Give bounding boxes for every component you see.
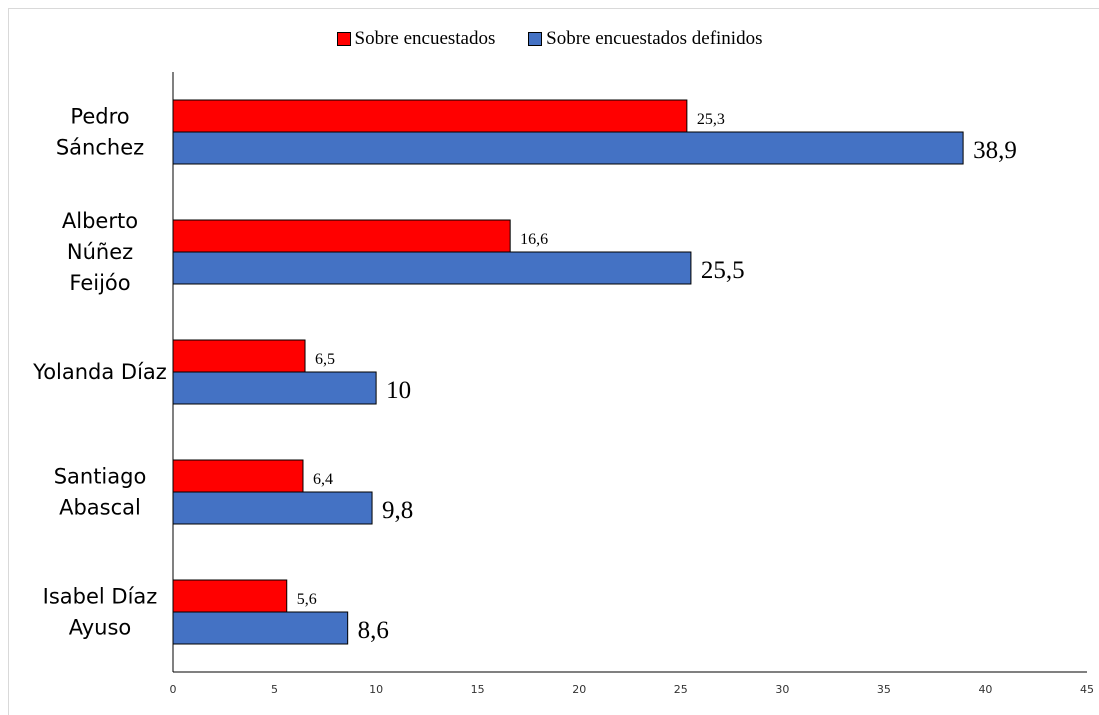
data-label: 8,6 [358, 617, 389, 644]
category-label: Núñez [67, 240, 133, 264]
bar-definidos [172, 491, 373, 525]
category-label: Sánchez [56, 136, 144, 160]
category-label: Isabel Díaz [43, 585, 158, 609]
bar-definidos [172, 611, 349, 645]
category-label: Feijóo [69, 271, 130, 295]
bar-definidos [172, 131, 964, 165]
data-label: 25,3 [697, 111, 725, 128]
bar-encuestados [172, 579, 288, 613]
data-label: 25,5 [701, 257, 745, 284]
data-label: 9,8 [382, 497, 413, 524]
x-tick-label: 35 [877, 683, 891, 696]
legend: Sobre encuestados Sobre encuestados defi… [0, 28, 1099, 52]
x-tick-label: 5 [271, 683, 278, 696]
category-label: Pedro [70, 105, 129, 129]
x-tick-label: 40 [978, 683, 992, 696]
data-label: 6,4 [313, 471, 333, 488]
category-label: Alberto [62, 209, 138, 233]
legend-swatch-blue [528, 32, 543, 46]
x-tick-label: 45 [1080, 683, 1094, 696]
data-label: 16,6 [520, 231, 548, 248]
frame-left-border [8, 8, 9, 715]
x-tick-label: 30 [775, 683, 789, 696]
category-label: Ayuso [69, 616, 131, 640]
bar-definidos [172, 251, 692, 285]
bar-encuestados [172, 99, 688, 133]
data-label: 5,6 [297, 591, 317, 608]
x-tick-label: 0 [170, 683, 177, 696]
category-label: Yolanda Díaz [32, 360, 167, 384]
legend-label-series-1: Sobre encuestados [354, 28, 496, 49]
x-tick-label: 20 [572, 683, 586, 696]
legend-item-series-1: Sobre encuestados [336, 28, 496, 50]
bar-encuestados [172, 459, 304, 493]
legend-item-series-2: Sobre encuestados definidos [528, 28, 762, 50]
data-label: 10 [386, 377, 411, 404]
legend-swatch-red [336, 32, 351, 46]
category-label: Santiago [54, 465, 147, 489]
data-label: 38,9 [973, 137, 1017, 164]
bar-encuestados [172, 339, 306, 373]
x-tick-label: 15 [471, 683, 485, 696]
data-label: 6,5 [315, 351, 335, 368]
bar-encuestados [172, 219, 511, 253]
x-tick-label: 10 [369, 683, 383, 696]
category-label: Abascal [59, 496, 141, 520]
x-tick-label: 25 [674, 683, 688, 696]
bar-definidos [172, 371, 377, 405]
frame-top-border [8, 8, 1099, 9]
legend-label-series-2: Sobre encuestados definidos [546, 28, 763, 49]
